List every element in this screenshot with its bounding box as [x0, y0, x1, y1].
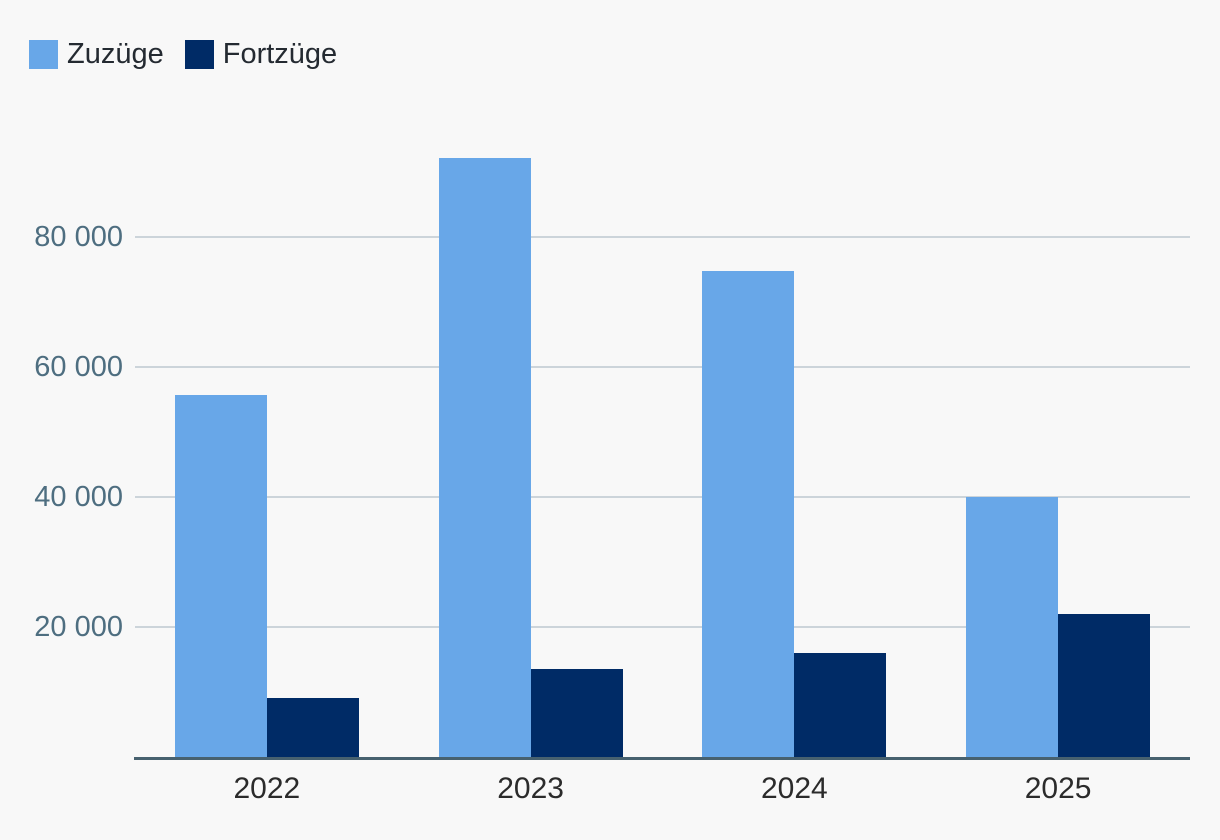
- gridline-40000: [135, 496, 1190, 498]
- bar-fortzuege-2024[interactable]: [794, 653, 886, 757]
- bar-fortzuege-2025[interactable]: [1058, 614, 1150, 757]
- y-axis-tick-label-80000: 80 000: [34, 221, 123, 253]
- zuzuege-legend-label: Zuzüge: [67, 38, 164, 70]
- bar-zuzuege-2023[interactable]: [439, 158, 531, 757]
- bar-zuzuege-2025[interactable]: [966, 497, 1058, 757]
- y-axis-tick-label-60000: 60 000: [34, 351, 123, 383]
- legend-item-fortzuege[interactable]: Fortzüge: [184, 38, 338, 70]
- y-axis-tick-label-20000: 20 000: [34, 611, 123, 643]
- x-axis-label-2024: 2024: [761, 772, 828, 805]
- x-axis-line: [134, 757, 1190, 760]
- gridline-20000: [135, 626, 1190, 628]
- bar-fortzuege-2023[interactable]: [531, 669, 623, 757]
- x-axis-label-2022: 2022: [233, 772, 301, 805]
- zuzuege-color-swatch: [29, 40, 58, 69]
- chart-legend: Zuzüge Fortzüge: [29, 40, 337, 69]
- gridline-80000: [135, 236, 1190, 238]
- fortzuege-legend-label: Fortzüge: [222, 38, 338, 70]
- legend-item-zuzuege[interactable]: Zuzüge: [29, 40, 164, 69]
- y-axis-tick-label-40000: 40 000: [34, 481, 123, 513]
- bar-fortzuege-2022[interactable]: [267, 698, 359, 757]
- bar-zuzuege-2024[interactable]: [702, 271, 794, 757]
- x-axis-label-2023: 2023: [497, 772, 564, 805]
- gridline-60000: [135, 366, 1190, 368]
- bar-zuzuege-2022[interactable]: [175, 395, 267, 757]
- x-axis-label-2025: 2025: [1024, 772, 1092, 805]
- fortzuege-color-swatch: [184, 40, 214, 69]
